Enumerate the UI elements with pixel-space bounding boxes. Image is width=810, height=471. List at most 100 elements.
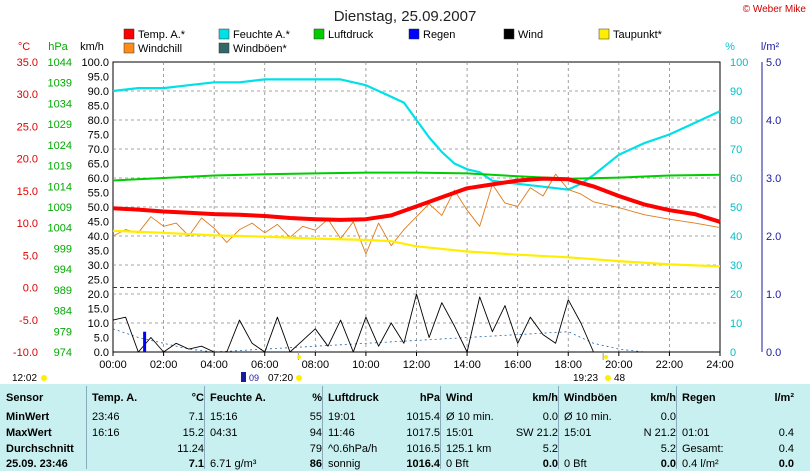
series-line-windchill <box>112 173 721 255</box>
legend-swatch <box>408 28 420 40</box>
gust-row-label: 15:01 <box>564 427 592 439</box>
temp-row-value: 11.24 <box>177 443 204 455</box>
gust-row-label: Ø 10 min. <box>564 411 612 423</box>
pressure-row-value: 1016.5 <box>406 443 440 455</box>
wind-tick-label: 70.0 <box>88 144 109 156</box>
x-tick-label: 24:00 <box>706 359 734 371</box>
temp-row-label: 16:16 <box>92 427 120 439</box>
pressure-tick-label: 1004 <box>48 223 72 235</box>
x-tick-label: 02:00 <box>150 359 178 371</box>
legend: Temp. A.* Feuchte A.* Luftdruck Regen Wind Ta… <box>123 28 663 55</box>
axis-units: °C hPa km/h% l/m² <box>18 41 780 53</box>
temp-tick-label: 5.0 <box>23 250 38 262</box>
wind-row-label: 15:01 <box>446 427 474 439</box>
pressure-tick-label: 1009 <box>48 202 72 214</box>
humidity-row-value: 94 <box>309 427 322 439</box>
rain-row-label: 0.4 l/m² <box>682 458 719 470</box>
humidity-tick-label: 20 <box>730 289 742 301</box>
sunrise-dot <box>297 355 301 359</box>
rain-row-value: 0.4 <box>778 443 794 455</box>
x-tick-label: 08:00 <box>302 359 330 371</box>
sunrise-marker <box>296 375 302 381</box>
wind-tick-label: 30.0 <box>88 260 109 272</box>
wind-tick-label: 0.0 <box>94 347 109 359</box>
pressure-tick-label: 1019 <box>48 161 72 173</box>
legend-label: Windchill <box>138 43 182 55</box>
sensor-row-label: MaxWert <box>6 427 52 439</box>
wind-row-value: SW 21.2 <box>515 427 558 439</box>
rain-tick-label: 2.0 <box>766 231 781 243</box>
wind-header: Wind <box>446 392 473 404</box>
humidity-tick-label: 90 <box>730 86 742 98</box>
rain-unit-label: l/m² <box>761 41 780 53</box>
humidity-tick-label: 30 <box>730 260 742 272</box>
pressure-tick-label: 1044 <box>48 57 72 69</box>
humidity-tick-label: 60 <box>730 173 742 185</box>
humidity-tick-label: 100 <box>730 57 748 69</box>
series-line-windben <box>112 328 645 353</box>
humidity-tick-label: 80 <box>730 115 742 127</box>
wind-tick-label: 25.0 <box>88 275 109 287</box>
legend-swatch <box>123 42 135 54</box>
humidity-row-label: 6.71 g/m³ <box>210 458 257 470</box>
gust-row-value: 5.2 <box>660 443 676 455</box>
legend-label: Luftdruck <box>328 29 374 41</box>
legend-label: Wind <box>518 29 543 41</box>
x-tick-label: 04:00 <box>200 359 228 371</box>
sensor-row-label: Durchschnitt <box>6 443 74 455</box>
pressure-tick-label: 1014 <box>48 181 72 193</box>
stats-table: Sensor MinWert MaxWert Durchschnitt 25.09. 2… <box>0 384 810 471</box>
temp-unit: °C <box>191 392 204 404</box>
column-separator <box>204 386 205 469</box>
x-tick-label: 20:00 <box>605 359 633 371</box>
legend-label: Regen <box>423 29 455 41</box>
column-separator <box>440 386 441 469</box>
sunrise-time-label: 07:20 <box>268 373 293 384</box>
temp-header: Temp. A. <box>92 392 138 404</box>
column-separator <box>322 386 323 469</box>
pressure-tick-label: 1024 <box>48 140 72 152</box>
sensor-header: Sensor <box>6 392 44 404</box>
x-tick-label: 00:00 <box>99 359 127 371</box>
temp-row-value: 15.2 <box>182 427 204 439</box>
legend-swatch <box>218 28 230 40</box>
rain-row-value: 0.4 <box>778 427 794 439</box>
series-line-tempa <box>112 176 721 224</box>
x-tick-label: 06:00 <box>251 359 279 371</box>
sunrise-left-label: 12:02 <box>12 373 37 384</box>
pressure-row-value: 1017.5 <box>406 427 440 439</box>
wind-row-value: 0.0 <box>542 458 558 470</box>
rain-bar <box>143 331 147 352</box>
legend-label: Windböen* <box>233 43 288 55</box>
rain-tick-label: 5.0 <box>766 57 781 69</box>
series-line-luftdruck <box>112 171 721 182</box>
wind-row-value: 0.0 <box>542 411 558 423</box>
x-tick-label: 14:00 <box>453 359 481 371</box>
legend-swatch <box>218 42 230 54</box>
temp-tick-label: 25.0 <box>17 121 38 133</box>
wind-unit: km/h <box>532 392 558 404</box>
pressure-unit: hPa <box>419 392 440 404</box>
copyright-label: © Weber Mike <box>743 4 807 15</box>
rain-header: Regen <box>682 392 716 404</box>
humidity-unit: % <box>312 392 322 404</box>
sensor-row-label: MinWert <box>6 411 50 423</box>
sensor-row-label: 25.09. 23:46 <box>6 458 68 470</box>
humidity-header: Feuchte A. <box>210 392 266 404</box>
wind-tick-label: 85.0 <box>88 101 109 113</box>
pressure-header: Luftdruck <box>328 392 379 404</box>
legend-swatch <box>313 28 325 40</box>
wind-tick-label: 45.0 <box>88 217 109 229</box>
series-marks <box>112 78 721 353</box>
humidity-tick-label: 50 <box>730 202 742 214</box>
pressure-row-label: 11:46 <box>328 427 355 439</box>
wind-tick-label: 90.0 <box>88 86 109 98</box>
wind-tick-label: 100.0 <box>81 57 109 69</box>
gust-row-value: N 21.2 <box>643 427 676 439</box>
wind-tick-label: 10.0 <box>88 318 109 330</box>
wind-tick-label: 60.0 <box>88 173 109 185</box>
legend-swatch <box>503 28 515 40</box>
rain-tick-label: 0.0 <box>766 347 781 359</box>
wind-tick-label: 95.0 <box>88 72 109 84</box>
sunset-time-label: 19:23 <box>573 373 598 384</box>
